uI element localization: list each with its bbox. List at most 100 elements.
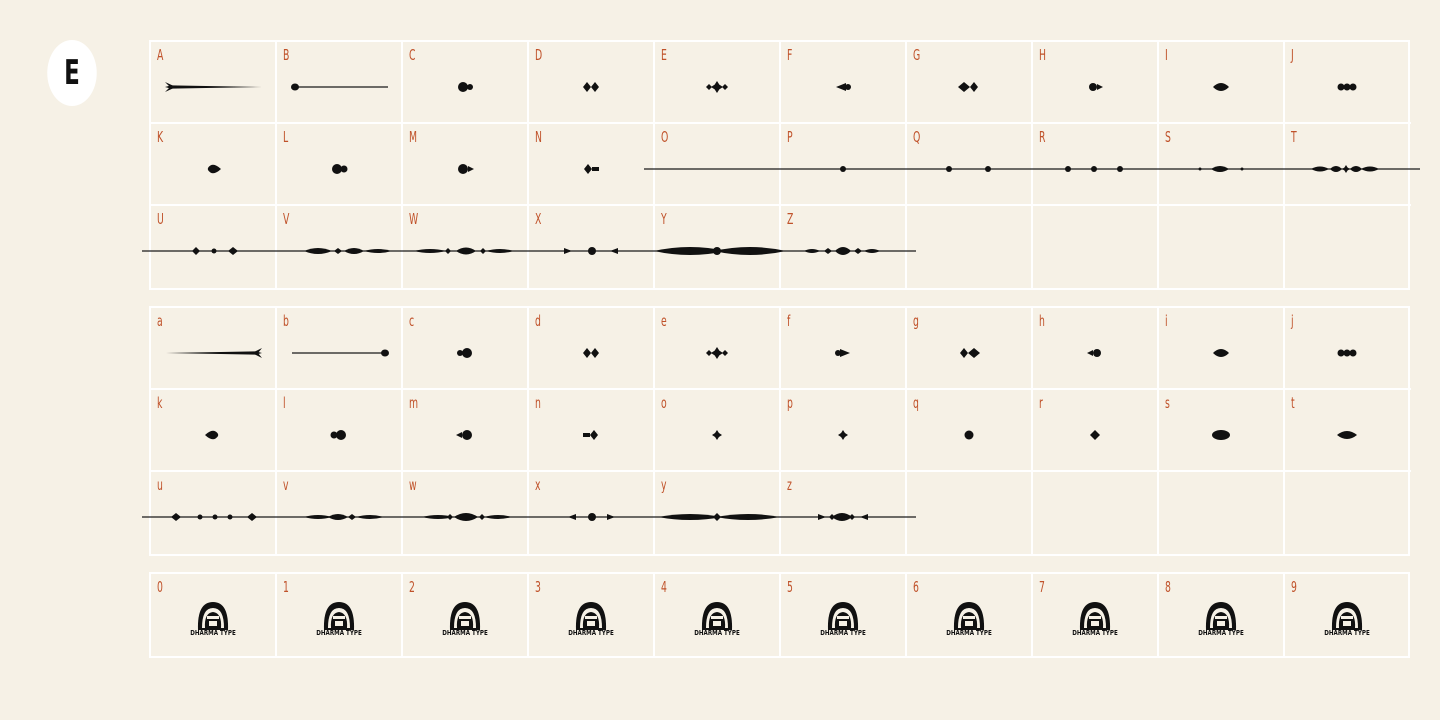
lower-cell-x: x xyxy=(529,472,655,554)
number-cell-8: 8 xyxy=(1159,574,1285,656)
upper-cell-I: I xyxy=(1159,42,1285,124)
upper-cell-A: A xyxy=(151,42,277,124)
lower-cell-m: m xyxy=(403,390,529,472)
glyph-label: m xyxy=(409,394,419,412)
glyph-label: U xyxy=(157,210,165,228)
glyph-label: v xyxy=(283,476,289,494)
glyph-label: V xyxy=(283,210,290,228)
lower-cell-s: s xyxy=(1159,390,1285,472)
upper-cell-M: M xyxy=(403,124,529,206)
glyph-label: T xyxy=(1291,128,1297,146)
glyph-label: 1 xyxy=(283,578,290,596)
upper-cell-H: H xyxy=(1033,42,1159,124)
lower-cell-w: w xyxy=(403,472,529,554)
lower-cell-b: b xyxy=(277,308,403,390)
lower-cell-t: t xyxy=(1285,390,1411,472)
lower-cell-g: g xyxy=(907,308,1033,390)
lower-cell-c: c xyxy=(403,308,529,390)
glyph-label: r xyxy=(1039,394,1044,412)
glyph-label: I xyxy=(1165,46,1169,64)
glyph-label: w xyxy=(409,476,417,494)
glyph-label: 3 xyxy=(535,578,542,596)
glyph-label: x xyxy=(535,476,541,494)
upper-cell-Y: Y xyxy=(655,206,781,288)
glyph-label: k xyxy=(157,394,163,412)
lower-empty-cell xyxy=(1159,472,1285,554)
glyph-label: M xyxy=(409,128,418,146)
glyph-label: R xyxy=(1039,128,1046,146)
number-cell-2: 2 xyxy=(403,574,529,656)
glyph-label: P xyxy=(787,128,793,146)
upper-empty-cell xyxy=(1159,206,1285,288)
glyph-label: 0 xyxy=(157,578,164,596)
glyph-label: h xyxy=(1039,312,1046,330)
glyph-label: u xyxy=(157,476,164,494)
upper-cell-R: R xyxy=(1033,124,1159,206)
number-cell-5: 5 xyxy=(781,574,907,656)
upper-cell-W: W xyxy=(403,206,529,288)
lower-cell-q: q xyxy=(907,390,1033,472)
glyph-label: y xyxy=(661,476,667,494)
glyph-label: L xyxy=(283,128,289,146)
upper-cell-Z: Z xyxy=(781,206,907,288)
glyph-label: z xyxy=(787,476,793,494)
glyph-label: q xyxy=(913,394,920,412)
lower-cell-v: v xyxy=(277,472,403,554)
upper-cell-K: K xyxy=(151,124,277,206)
glyph-label: f xyxy=(787,312,791,330)
upper-cell-B: B xyxy=(277,42,403,124)
glyph-label: 7 xyxy=(1039,578,1046,596)
glyph-label: 4 xyxy=(661,578,668,596)
number-cell-1: 1 xyxy=(277,574,403,656)
upper-cell-U: U xyxy=(151,206,277,288)
glyph-label: b xyxy=(283,312,290,330)
glyph-label: A xyxy=(157,46,164,64)
glyph-label: S xyxy=(1165,128,1172,146)
upper-cell-F: F xyxy=(781,42,907,124)
number-cell-9: 9 xyxy=(1285,574,1411,656)
glyph-label: 8 xyxy=(1165,578,1172,596)
lower-cell-r: r xyxy=(1033,390,1159,472)
lower-cell-p: p xyxy=(781,390,907,472)
style-badge: E xyxy=(47,40,97,106)
glyph-label: g xyxy=(913,312,920,330)
glyph-label: n xyxy=(535,394,542,412)
glyph-label: B xyxy=(283,46,290,64)
lower-cell-h: h xyxy=(1033,308,1159,390)
glyph-label: Y xyxy=(661,210,667,228)
style-badge-letter: E xyxy=(64,53,80,93)
glyph-label: W xyxy=(409,210,419,228)
lower-cell-f: f xyxy=(781,308,907,390)
glyph-label: o xyxy=(661,394,668,412)
glyph-label: e xyxy=(661,312,668,330)
lower-empty-cell xyxy=(1285,472,1411,554)
glyph-label: s xyxy=(1165,394,1171,412)
glyph-label: a xyxy=(157,312,164,330)
upper-cell-C: C xyxy=(403,42,529,124)
glyph-label: O xyxy=(661,128,669,146)
lower-cell-k: k xyxy=(151,390,277,472)
upper-cell-S: S xyxy=(1159,124,1285,206)
number-cell-6: 6 xyxy=(907,574,1033,656)
glyph-label: Z xyxy=(787,210,794,228)
number-cell-4: 4 xyxy=(655,574,781,656)
upper-cell-D: D xyxy=(529,42,655,124)
glyph-label: 9 xyxy=(1291,578,1298,596)
upper-empty-cell xyxy=(1285,206,1411,288)
glyph-label: D xyxy=(535,46,543,64)
lower-cell-y: y xyxy=(655,472,781,554)
glyph-label: J xyxy=(1291,46,1295,64)
upper-cell-L: L xyxy=(277,124,403,206)
glyph-label: H xyxy=(1039,46,1047,64)
lower-cell-i: i xyxy=(1159,308,1285,390)
lower-cell-a: a xyxy=(151,308,277,390)
uppercase-grid: A B C D E F G H I J K L M N O P Q R S T U V W X Y Z xyxy=(149,40,1411,290)
glyph-label: Q xyxy=(913,128,921,146)
upper-cell-Q: Q xyxy=(907,124,1033,206)
upper-cell-G: G xyxy=(907,42,1033,124)
upper-cell-X: X xyxy=(529,206,655,288)
upper-cell-N: N xyxy=(529,124,655,206)
lower-cell-e: e xyxy=(655,308,781,390)
glyph-label: K xyxy=(157,128,164,146)
upper-cell-O: O xyxy=(655,124,781,206)
